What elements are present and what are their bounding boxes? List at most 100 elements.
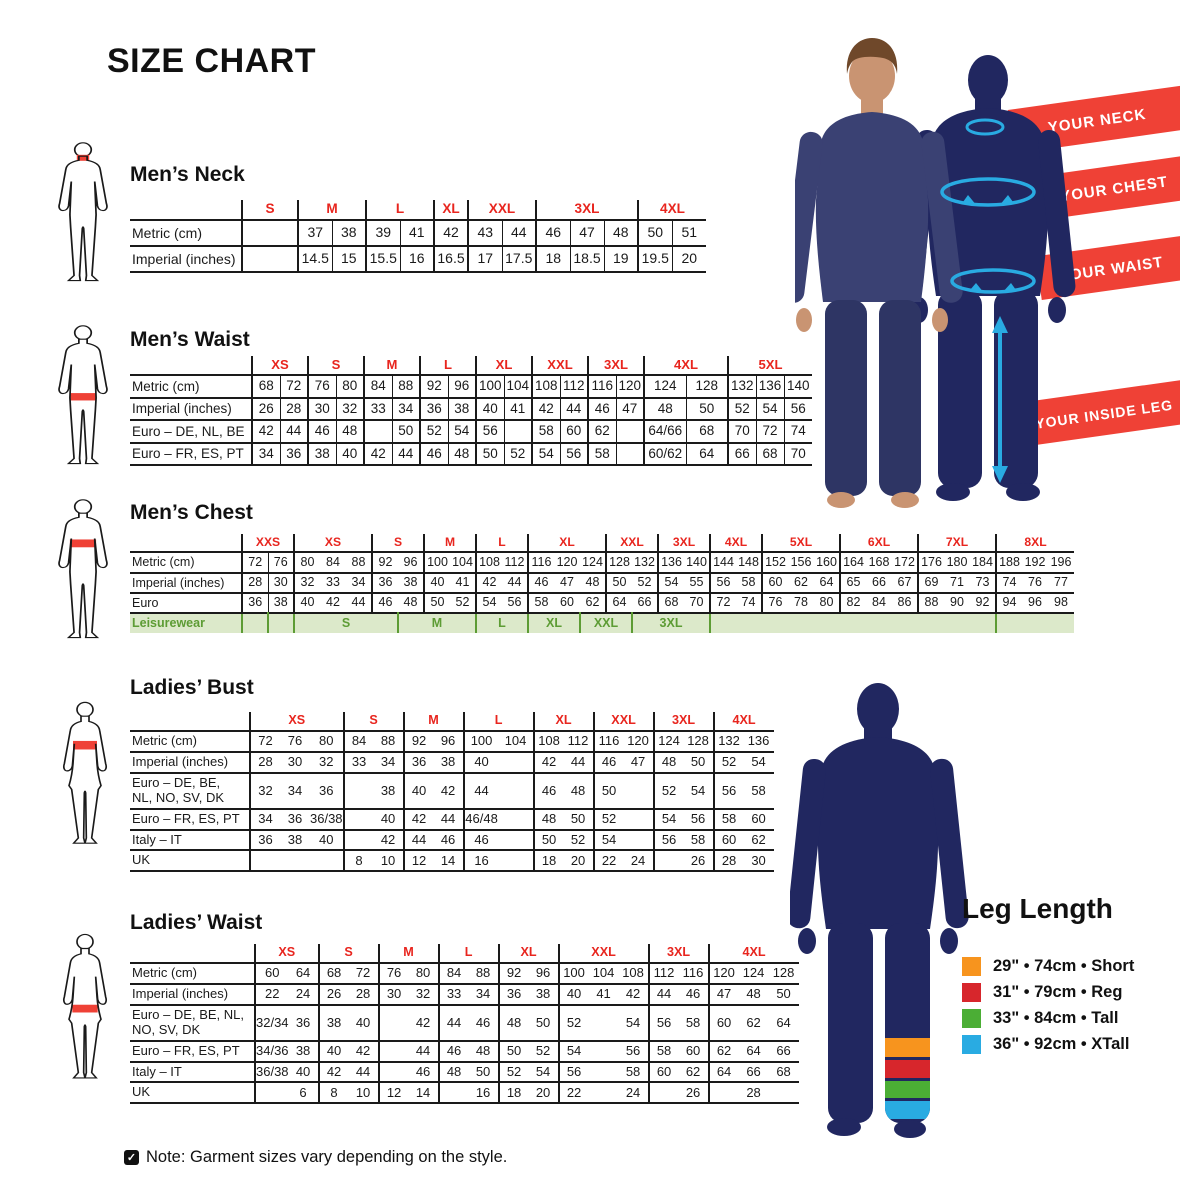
cell: 184 (972, 554, 993, 569)
cell: 54 (592, 829, 624, 851)
size-header: 3XL (657, 534, 710, 553)
cell: 62 (587, 420, 616, 443)
cell: 69 (917, 572, 944, 594)
short-leg-band (885, 1038, 930, 1057)
size-header: L (437, 944, 499, 963)
cell: 14 (440, 852, 456, 868)
cell: 44 (391, 442, 420, 466)
cell: 54 (557, 1040, 589, 1062)
cell: 43 (467, 219, 502, 247)
size-header: 8XL (995, 534, 1074, 553)
size-header: XXL (605, 534, 658, 553)
cell: 44 (402, 829, 434, 851)
tall-leg-band (885, 1081, 930, 1098)
cell: 20 (570, 852, 586, 868)
row-label: Euro – FR, ES, PT (132, 1042, 240, 1058)
cell: 34 (380, 754, 396, 770)
cell: 46 (535, 219, 570, 247)
leisurewear-cell (241, 613, 268, 633)
row-label: Euro – FR, ES, PT (132, 446, 244, 462)
cell: 10 (380, 852, 396, 868)
corner-cell (130, 356, 252, 375)
cell: 98 (1054, 595, 1068, 610)
size-header: XXL (557, 944, 649, 963)
cell: 42 (440, 782, 456, 798)
cell: 40 (293, 593, 320, 614)
cell: 104 (592, 965, 615, 981)
cell: 132 (727, 375, 756, 398)
row-label: Imperial (inches) (132, 575, 225, 590)
cell: 56 (507, 595, 522, 610)
cell: 62 (585, 595, 600, 610)
cell: 50 (690, 754, 706, 770)
cell: 14.5 (297, 246, 332, 273)
row-label: Metric (cm) (132, 224, 202, 241)
size-header: XS (251, 356, 308, 376)
size-header: 4XL (712, 712, 774, 731)
mens-chest-figure-icon (58, 499, 108, 639)
cell: 76 (307, 375, 336, 398)
cell: 88 (475, 965, 491, 981)
cell: 96 (447, 375, 476, 398)
cell: 58 (647, 1040, 679, 1062)
ladies-waist-figure-icon (62, 933, 108, 1079)
cell: 52 (637, 575, 652, 590)
cell: 66 (637, 595, 652, 610)
cell: 32/34 (254, 1004, 289, 1041)
cell: 50 (423, 593, 450, 614)
cell: 140 (783, 375, 812, 398)
row-label: Metric (cm) (132, 378, 200, 394)
cell: 84 (872, 595, 886, 610)
mens-chest-table: XXS XS S M L XL XXL 3XL 4XL 5XL 6XL 7XL 8XL Metric (c… (130, 534, 1074, 633)
cell: 52 (455, 595, 470, 610)
cell: 36/38 (310, 810, 343, 826)
cell: 84 (437, 962, 469, 984)
cell: 60/62 (643, 442, 686, 466)
cell: 16 (462, 850, 499, 872)
cell: 20 (671, 246, 706, 273)
cell: 60 (712, 829, 744, 851)
cell: 80 (335, 375, 364, 398)
cell: 120 (615, 375, 644, 398)
cell: 66 (727, 442, 756, 466)
cell: 34/36 (254, 1040, 289, 1062)
cell: 92 (975, 595, 990, 610)
cell: 76 (1028, 575, 1042, 590)
size-header: 3XL (647, 944, 709, 963)
cell: 128 (685, 375, 728, 398)
size-header: L (365, 200, 434, 220)
measurement-illustration: YOUR NECK YOUR CHEST YOUR WAIST YOUR INS… (795, 38, 1180, 508)
cell: 54 (531, 442, 560, 466)
cell: 42 (402, 808, 434, 830)
cell: 80 (819, 595, 834, 610)
cell: 66 (872, 575, 886, 590)
cell (499, 773, 534, 809)
cell: 50 (532, 829, 564, 851)
cell: 76 (267, 552, 294, 573)
cell: 60 (707, 1004, 739, 1041)
cell: 92 (497, 962, 529, 984)
cell: 33 (342, 751, 374, 773)
leisurewear-cell (709, 613, 996, 633)
cell: 30 (287, 754, 303, 770)
cell: 32 (335, 397, 364, 421)
cell: 60 (254, 962, 289, 984)
cell: 42 (380, 831, 396, 847)
size-header: L (462, 712, 534, 731)
cell: 136 (747, 733, 770, 749)
cell: 44 (507, 575, 522, 590)
mens-waist-table: XS S M L XL XXL 3XL 4XL 5XL Metric (cm) 68 72 76 80 84… (130, 356, 812, 466)
cell: 18 (497, 1082, 529, 1104)
cell: 92 (371, 552, 398, 573)
cell: 40 (319, 831, 334, 847)
cell: 96 (535, 965, 551, 981)
cell: 112 (559, 375, 588, 398)
cell: 46 (371, 593, 398, 614)
cell: 41 (455, 575, 470, 590)
cell: 22 (592, 850, 624, 872)
cell: 36 (497, 983, 529, 1005)
cell: 42 (625, 986, 641, 1002)
cell: 50 (475, 1063, 491, 1079)
cell: 30 (307, 397, 336, 421)
cell: 50 (637, 219, 672, 247)
